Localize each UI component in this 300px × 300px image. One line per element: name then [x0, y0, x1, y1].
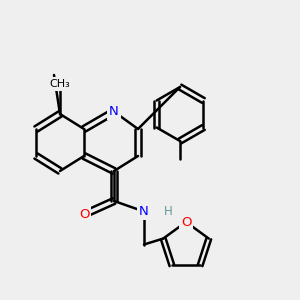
Text: CH₃: CH₃	[50, 79, 70, 89]
Text: O: O	[181, 215, 191, 229]
Text: N: N	[139, 205, 149, 218]
Text: O: O	[79, 208, 89, 221]
Text: H: H	[164, 205, 172, 218]
Text: N: N	[109, 105, 119, 118]
